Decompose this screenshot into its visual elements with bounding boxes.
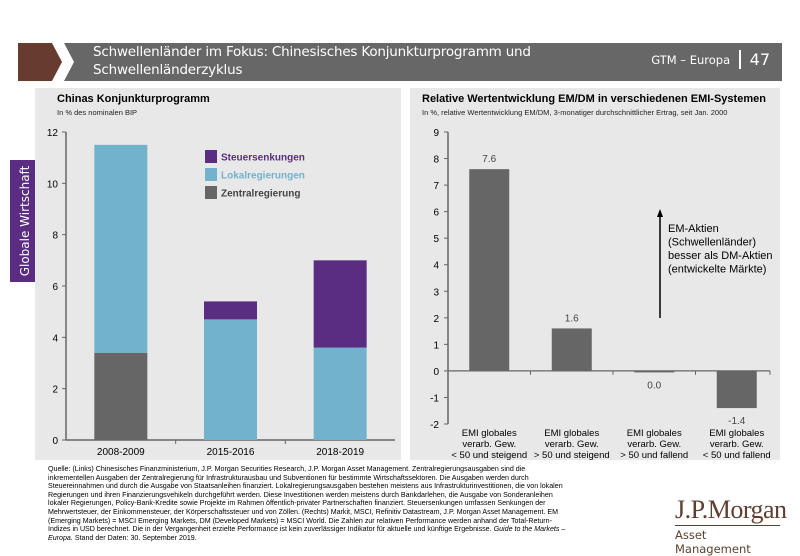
y-tick-label: 12	[47, 128, 59, 139]
section-tab[interactable]: Globale Wirtschaft	[10, 160, 39, 282]
annotation-text: EM-Aktien	[668, 223, 719, 235]
data-label: 7.6	[482, 154, 496, 165]
bar-segment-steuersenkungen	[204, 301, 257, 320]
footnote-italic: Guide to the Markets – Europa.	[48, 525, 566, 542]
bar-segment-lokalregierungen	[204, 319, 257, 440]
footnote-date: Stand der Daten: 30. September 2019.	[74, 533, 197, 542]
jpmorgan-logo: J.P.Morgan Asset Management	[675, 495, 787, 556]
legend-label-zentralregierung: Zentralregierung	[221, 189, 300, 200]
x-tick-label: < 50 und fallend	[703, 450, 771, 460]
y-tick-label: 3	[433, 287, 439, 298]
legend-swatch-lokalregierungen	[205, 168, 217, 181]
x-tick-label: > 50 und fallend	[620, 450, 688, 460]
bar	[716, 370, 757, 409]
y-tick-label: 8	[52, 231, 58, 242]
x-tick-label: verarb. Gew.	[627, 439, 681, 450]
y-tick-label: 10	[47, 179, 59, 190]
x-tick-label: verarb. Gew.	[462, 439, 516, 450]
right-chart-title: Relative Wertentwicklung EM/DM in versch…	[422, 93, 766, 105]
data-label: -1.4	[728, 416, 746, 427]
x-tick-label: verarb. Gew.	[710, 439, 764, 450]
y-tick-label: 4	[52, 333, 58, 344]
section-tab-label: Globale Wirtschaft	[17, 165, 32, 277]
header-divider	[739, 50, 741, 69]
x-tick-label: EMI globales	[462, 428, 517, 439]
page-number: 47	[749, 50, 770, 69]
left-chart-title: Chinas Konjunkturprogramm	[57, 93, 210, 105]
logo-rule	[675, 525, 780, 526]
legend-swatch-zentralregierung	[205, 186, 217, 199]
x-tick-label: 2015-2016	[207, 447, 255, 458]
source-footnote: Quelle: (Links) Chinesisches Finanzminis…	[48, 465, 568, 542]
logo-subtitle: Asset Management	[675, 528, 751, 556]
header-bar	[64, 43, 782, 81]
x-tick-label: < 50 und steigend	[451, 450, 527, 460]
y-tick-label: -2	[430, 420, 439, 431]
y-tick-label: 7	[433, 181, 439, 192]
x-tick-label: 2008-2009	[97, 447, 145, 458]
y-tick-label: 6	[433, 208, 439, 219]
y-tick-label: 0	[433, 367, 439, 378]
bar	[469, 169, 510, 371]
legend-swatch-steuersenkungen	[205, 150, 217, 163]
data-label: 1.6	[565, 313, 579, 324]
legend-label-lokalregierungen: Lokalregierungen	[221, 171, 305, 182]
x-tick-label: > 50 und steigend	[534, 450, 610, 460]
header-meta: GTM – Europa 47	[651, 50, 770, 69]
y-tick-label: 2	[433, 314, 439, 325]
bar	[634, 370, 675, 373]
y-tick-label: 1	[433, 340, 439, 351]
left-chart-subtitle: In % des nominalen BIP	[57, 108, 138, 117]
y-tick-label: 2	[52, 385, 58, 396]
footnote-text: Quelle: (Links) Chinesisches Finanzminis…	[48, 465, 563, 534]
bar	[551, 328, 592, 371]
annotation-arrow-icon	[657, 209, 663, 217]
page-title-line1: Schwellenländer im Fokus: Chinesisches K…	[93, 44, 531, 60]
series-label: GTM – Europa	[651, 52, 731, 67]
x-tick-label: EMI globales	[627, 428, 682, 439]
legend-label-steuersenkungen: Steuersenkungen	[221, 153, 305, 164]
y-tick-label: 6	[52, 282, 58, 293]
page-title: Schwellenländer im Fokus: Chinesisches K…	[93, 43, 573, 79]
left-chart-panel: Chinas Konjunkturprogramm In % des nomin…	[35, 88, 401, 460]
right-chart-panel: Relative Wertentwicklung EM/DM in versch…	[410, 88, 780, 460]
annotation-text: (entwickelte Märkte)	[668, 264, 766, 276]
right-chart-subtitle: In %, relative Wertentwicklung EM/DM, 3-…	[422, 108, 728, 117]
x-tick-label: verarb. Gew.	[545, 439, 599, 450]
annotation-text: (Schwellenländer)	[668, 237, 756, 249]
page-title-line2: Schwellenländerzyklus	[93, 62, 243, 78]
left-chart: 0 2 4 6 8 10 12 2008-2009 2015-2016 2018-2019 Steu…	[47, 128, 395, 458]
data-label: 0.0	[647, 380, 661, 391]
bar-segment-zentralregierung	[94, 352, 148, 440]
bar-segment-lokalregierungen	[94, 144, 148, 353]
y-tick-label: 8	[433, 155, 439, 166]
x-tick-label: EMI globales	[544, 428, 599, 439]
bar-segment-steuersenkungen	[313, 260, 367, 348]
bar-segment-lokalregierungen	[313, 347, 367, 440]
y-tick-label: 5	[433, 234, 439, 245]
y-tick-label: -1	[430, 393, 439, 404]
logo-wordmark: J.P.Morgan	[675, 495, 787, 524]
y-tick-label: 4	[433, 261, 439, 272]
x-tick-label: 2018-2019	[316, 447, 364, 458]
y-tick-label: 0	[52, 436, 58, 447]
annotation-text: besser als DM-Aktien	[668, 250, 773, 262]
header-chevron-icon	[18, 43, 62, 81]
x-tick-label: EMI globales	[709, 428, 764, 439]
y-tick-label: 9	[433, 128, 439, 139]
